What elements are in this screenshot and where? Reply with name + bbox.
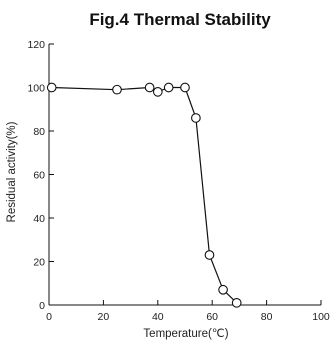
data-point	[191, 113, 201, 123]
series-line	[51, 86, 238, 304]
chart-title: Fig.4 Thermal Stability	[89, 10, 271, 29]
x-tick-label: 40	[152, 311, 164, 323]
y-tick-label: 120	[27, 39, 45, 51]
data-point	[144, 82, 155, 93]
data-point	[218, 284, 228, 295]
series-line-group	[51, 86, 238, 304]
data-point	[204, 250, 215, 260]
x-axis-label: Temperature(℃)	[143, 328, 228, 340]
y-axis-label: Residual activity(%)	[6, 121, 18, 222]
data-point	[112, 84, 122, 95]
data-point	[152, 86, 163, 97]
y-tick-label: 100	[27, 83, 45, 95]
y-tick-label: 80	[33, 126, 45, 138]
x-tick-label: 80	[261, 311, 273, 323]
x-tick-label: 20	[98, 311, 110, 323]
data-point	[46, 82, 57, 93]
axis-ticks: 0 20 40 60 80 100 120 0 20 40 60 80 100	[27, 39, 329, 323]
data-point	[231, 297, 242, 308]
y-tick-label: 0	[39, 300, 45, 312]
y-tick-label: 40	[33, 213, 45, 225]
data-point	[163, 82, 174, 93]
y-tick-label: 60	[33, 170, 45, 182]
x-tick-label: 0	[46, 311, 52, 323]
y-tick-label: 20	[33, 257, 45, 269]
x-tick-label: 60	[206, 311, 218, 323]
x-tick-label: 100	[312, 311, 330, 323]
data-point	[180, 82, 190, 93]
data-markers	[46, 82, 242, 308]
